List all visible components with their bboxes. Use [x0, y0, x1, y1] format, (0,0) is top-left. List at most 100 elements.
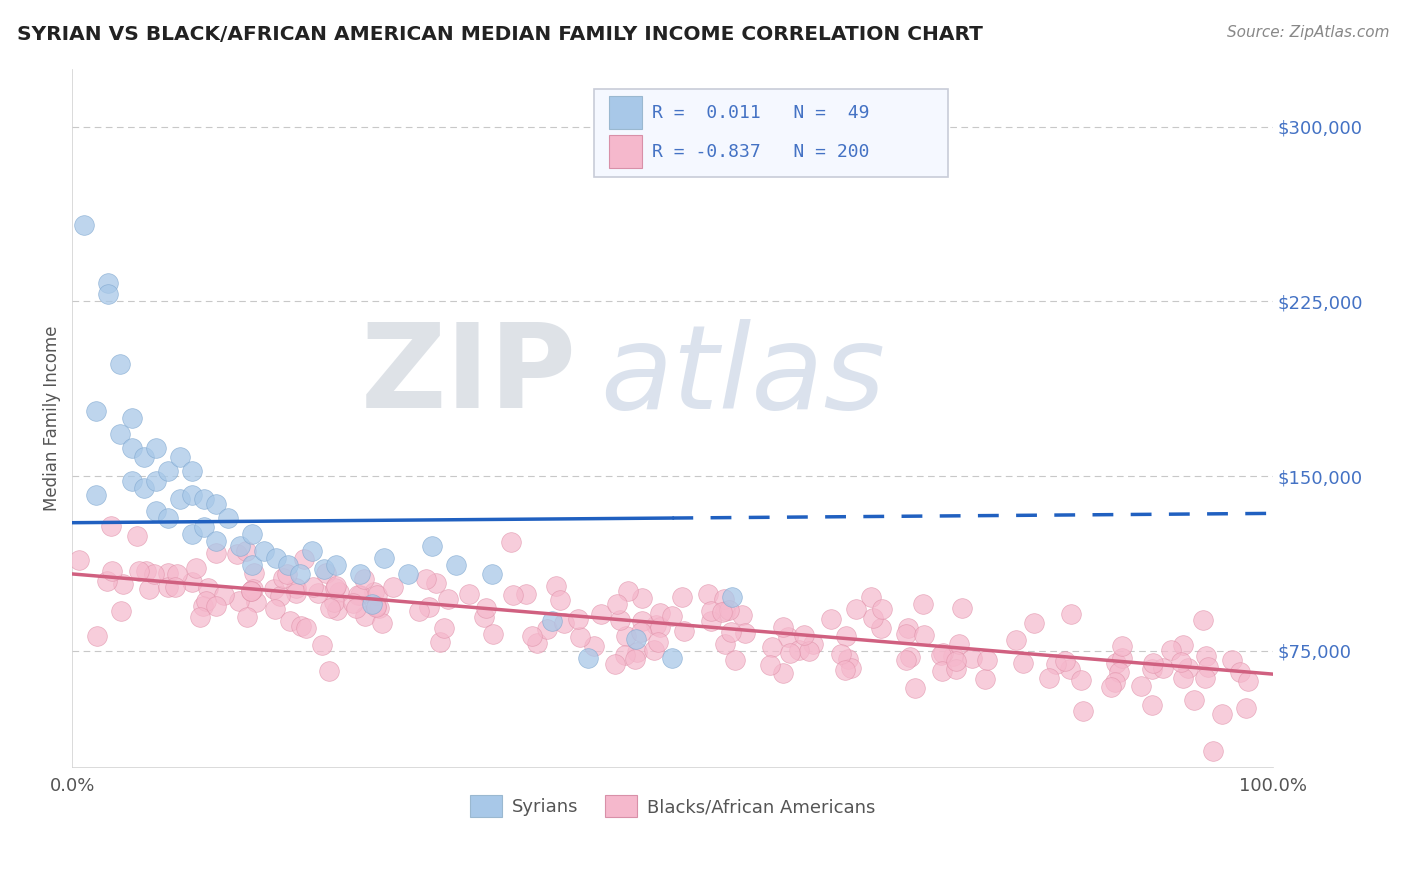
Point — [1182, 692, 1205, 706]
Point — [862, 611, 884, 625]
Text: ZIP: ZIP — [360, 318, 576, 434]
Point — [67, 553, 90, 567]
Point — [366, 588, 388, 602]
Text: SYRIAN VS BLACK/AFRICAN AMERICAN MEDIAN FAMILY INCOME CORRELATION CHART: SYRIAN VS BLACK/AFRICAN AMERICAN MEDIAN … — [17, 25, 983, 44]
Point — [110, 604, 132, 618]
Point — [110, 357, 132, 371]
Point — [520, 629, 543, 643]
Point — [1111, 651, 1133, 665]
Point — [661, 650, 683, 665]
Point — [481, 566, 503, 581]
Point — [1177, 661, 1199, 675]
Point — [589, 607, 612, 622]
Point — [700, 604, 723, 618]
Point — [1201, 744, 1223, 758]
Bar — [609, 135, 643, 169]
Point — [1022, 615, 1045, 630]
Point — [301, 581, 323, 595]
Point — [605, 657, 627, 671]
Point — [166, 567, 188, 582]
Point — [1059, 662, 1081, 676]
Point — [673, 624, 696, 638]
Point — [870, 621, 893, 635]
Point — [671, 591, 693, 605]
Point — [240, 584, 263, 599]
Point — [280, 615, 302, 629]
Point — [1211, 706, 1233, 721]
Point — [931, 664, 953, 678]
Point — [157, 580, 180, 594]
Point — [606, 598, 628, 612]
Point — [263, 582, 285, 596]
Point — [1197, 659, 1219, 673]
Point — [301, 543, 323, 558]
Point — [269, 589, 291, 603]
Point — [1070, 673, 1092, 688]
Bar — [609, 95, 643, 129]
Point — [720, 624, 742, 639]
Point — [363, 585, 385, 599]
Text: atlas: atlas — [600, 319, 886, 433]
Point — [1220, 653, 1243, 667]
Point — [97, 276, 120, 290]
Point — [1099, 680, 1122, 694]
Point — [111, 577, 134, 591]
Point — [614, 629, 637, 643]
Point — [772, 665, 794, 680]
Point — [793, 628, 815, 642]
Point — [567, 612, 589, 626]
Point — [157, 465, 180, 479]
Point — [845, 601, 868, 615]
Point — [1237, 674, 1260, 689]
Point — [759, 658, 782, 673]
Point — [626, 645, 648, 659]
Point — [713, 592, 735, 607]
Point — [929, 648, 952, 662]
Point — [193, 492, 215, 507]
Point — [420, 539, 443, 553]
Point — [96, 574, 118, 589]
Point — [121, 441, 143, 455]
Point — [325, 558, 347, 572]
Point — [264, 601, 287, 615]
Point — [1111, 639, 1133, 653]
Point — [801, 637, 824, 651]
Point — [84, 404, 107, 418]
Point — [1108, 665, 1130, 679]
Point — [245, 595, 267, 609]
Point — [277, 558, 299, 572]
Point — [941, 648, 963, 663]
Point — [912, 628, 935, 642]
Point — [205, 497, 228, 511]
Point — [181, 465, 204, 479]
Point — [1038, 672, 1060, 686]
Y-axis label: Median Family Income: Median Family Income — [44, 326, 60, 510]
Point — [217, 511, 239, 525]
Point — [544, 579, 567, 593]
Point — [205, 546, 228, 560]
Point — [515, 587, 537, 601]
Point — [714, 604, 737, 618]
Point — [721, 591, 744, 605]
Point — [169, 492, 191, 507]
Point — [976, 653, 998, 667]
Point — [730, 607, 752, 622]
Point — [138, 582, 160, 596]
Point — [904, 681, 927, 696]
Point — [169, 450, 191, 465]
Point — [631, 614, 654, 628]
Point — [396, 566, 419, 581]
Point — [181, 527, 204, 541]
Point — [128, 564, 150, 578]
Point — [433, 621, 456, 635]
Point — [711, 605, 734, 619]
Point — [830, 647, 852, 661]
Point — [145, 441, 167, 455]
Point — [342, 596, 364, 610]
Point — [418, 599, 440, 614]
Point — [181, 488, 204, 502]
Point — [1195, 648, 1218, 663]
Point — [73, 218, 96, 232]
Point — [623, 652, 645, 666]
Point — [181, 575, 204, 590]
